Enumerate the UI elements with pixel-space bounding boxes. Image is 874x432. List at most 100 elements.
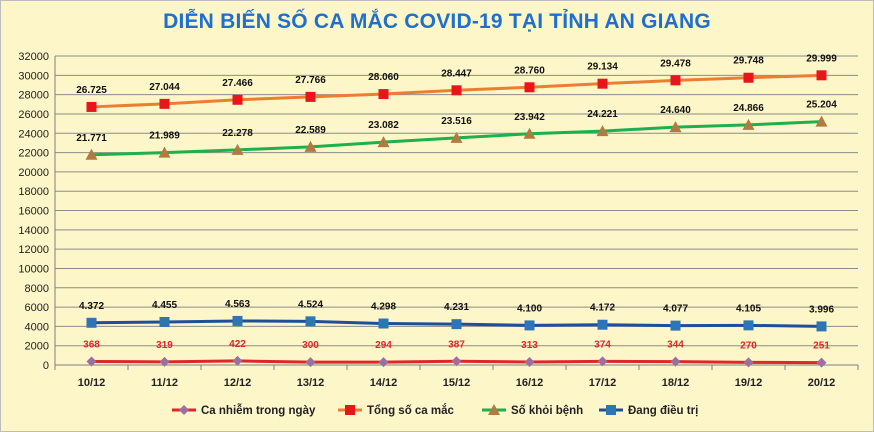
data-label: 24.866 — [733, 103, 764, 114]
data-point — [670, 75, 681, 86]
data-point — [743, 320, 754, 331]
data-point — [159, 316, 170, 327]
data-point — [232, 315, 243, 326]
data-point — [378, 357, 389, 368]
data-label: 4.077 — [663, 304, 688, 315]
y-tick-label: 30000 — [18, 70, 49, 82]
data-label: 270 — [740, 340, 757, 351]
data-label: 319 — [156, 340, 173, 351]
data-point — [524, 82, 535, 93]
data-label: 368 — [83, 339, 100, 350]
data-point — [743, 72, 754, 83]
data-label: 28.447 — [441, 68, 472, 79]
data-point — [597, 356, 608, 367]
data-point — [378, 89, 389, 100]
y-tick-label: 10000 — [18, 263, 49, 275]
data-label: 387 — [448, 339, 465, 350]
data-point — [345, 405, 355, 415]
data-point — [86, 317, 97, 328]
y-tick-label: 32000 — [18, 51, 49, 63]
data-label: 29.999 — [806, 53, 837, 64]
data-point — [305, 357, 316, 368]
data-label: 4.231 — [444, 302, 469, 313]
data-point — [596, 125, 609, 137]
data-point — [232, 355, 243, 366]
data-label: 23.516 — [441, 116, 472, 127]
y-tick-label: 14000 — [18, 225, 49, 237]
data-point — [816, 70, 827, 81]
data-point — [158, 146, 171, 158]
data-point — [523, 127, 536, 139]
x-tick-label: 15/12 — [443, 377, 471, 389]
x-tick-label: 17/12 — [589, 377, 617, 389]
y-tick-label: 6000 — [25, 302, 49, 314]
x-tick-label: 19/12 — [735, 377, 763, 389]
data-point — [597, 78, 608, 89]
data-point — [378, 318, 389, 329]
y-tick-label: 12000 — [18, 244, 49, 256]
data-point — [816, 357, 827, 368]
data-label: 4.105 — [736, 303, 761, 314]
data-label: 24.221 — [587, 109, 618, 120]
y-tick-label: 26000 — [18, 109, 49, 121]
data-label: 300 — [302, 340, 319, 351]
data-label: 23.942 — [514, 112, 545, 123]
data-point — [159, 356, 170, 367]
data-point — [524, 320, 535, 331]
legend-label: Số khỏi bệnh — [511, 405, 583, 417]
y-tick-label: 16000 — [18, 206, 49, 218]
data-label: 22.589 — [295, 125, 326, 136]
data-point — [304, 140, 317, 152]
x-axis: 10/12 11/12 12/12 13/12 14/12 15/12 16/12 17/12… — [54, 365, 859, 389]
data-label: 3.996 — [809, 304, 834, 315]
legend-label: Đang điều trị — [628, 405, 698, 417]
data-label: 25.204 — [806, 100, 837, 111]
data-label: 29.748 — [733, 56, 764, 67]
data-point — [597, 319, 608, 330]
data-point — [670, 356, 681, 367]
data-point — [86, 101, 97, 112]
data-point — [488, 404, 500, 415]
data-point — [377, 136, 390, 148]
data-label: 4.372 — [79, 301, 104, 312]
data-point — [669, 121, 682, 133]
data-label: 422 — [229, 339, 246, 350]
data-label: 27.766 — [295, 75, 326, 86]
data-point — [86, 356, 97, 367]
data-label: 27.044 — [149, 82, 180, 93]
x-tick-label: 14/12 — [370, 377, 398, 389]
y-tick-label: 4000 — [25, 321, 49, 333]
series-markers — [85, 70, 828, 368]
x-tick-label: 13/12 — [297, 377, 325, 389]
y-tick-label: 24000 — [18, 128, 49, 140]
data-point — [815, 115, 828, 127]
data-point — [305, 91, 316, 102]
data-label: 4.298 — [371, 301, 396, 312]
data-point — [816, 321, 827, 332]
data-label: 251 — [813, 341, 830, 352]
y-tick-label: 20000 — [18, 167, 49, 179]
data-point — [231, 143, 244, 155]
x-tick-label: 11/12 — [151, 377, 178, 389]
data-label: 21.771 — [76, 133, 107, 144]
data-label: 4.172 — [590, 303, 615, 314]
y-axis: 0 2000 4000 6000 8000 10000 12000 14000 16000 180… — [18, 51, 56, 372]
data-label: 21.989 — [149, 131, 180, 142]
data-point — [450, 131, 463, 143]
data-label: 28.060 — [368, 72, 399, 83]
y-tick-label: 28000 — [18, 90, 49, 102]
data-label: 29.478 — [660, 58, 691, 69]
data-label: 313 — [521, 340, 538, 351]
data-label: 344 — [667, 340, 684, 351]
data-label: 374 — [594, 339, 611, 350]
data-point — [742, 118, 755, 130]
x-tick-label: 12/12 — [224, 377, 252, 389]
chart-title: DIỄN BIẾN SỐ CA MẮC COVID-19 TẠI TỈNH AN… — [163, 10, 711, 33]
data-label: 23.082 — [368, 120, 399, 131]
data-point — [159, 98, 170, 109]
data-point — [524, 356, 535, 367]
data-point — [451, 85, 462, 96]
legend: Ca nhiễm trong ngày Tổng số ca mắc Số khỏi… — [172, 404, 698, 417]
data-label: 294 — [375, 340, 392, 351]
